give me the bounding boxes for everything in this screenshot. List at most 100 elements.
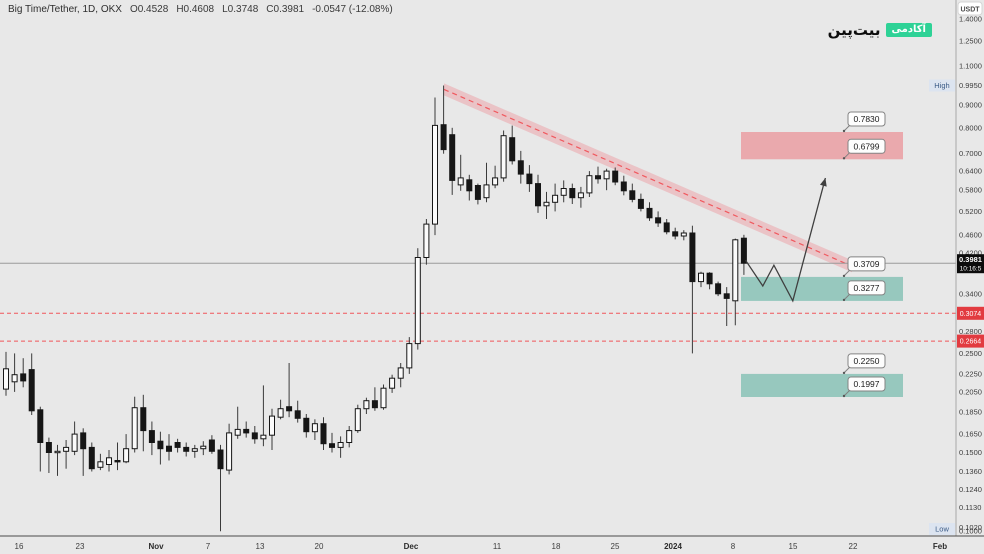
price-tick-label: 0.8000 (959, 123, 982, 132)
candle-body-down (217, 449, 224, 470)
currency-label: USDT (960, 7, 980, 14)
candle-body-up (577, 192, 584, 199)
price-tick-label: 1.1000 (959, 62, 982, 71)
price-tick-label: 0.7000 (959, 149, 982, 158)
current-price-badge-text: 0.3981 (959, 255, 982, 264)
candle-body-up (269, 415, 275, 436)
candle-body-up (337, 442, 344, 448)
candle-body-down (294, 410, 301, 419)
candle-body-up (234, 428, 241, 436)
candle-body-down (166, 445, 172, 452)
price-callout-box[interactable] (847, 353, 886, 369)
candle-body-up (380, 387, 387, 409)
candle-body-down (715, 283, 722, 295)
time-tick-label: 15 (789, 542, 798, 551)
time-tick-label: 8 (731, 542, 736, 551)
candle-body-down (88, 446, 95, 470)
candle-body-up (311, 423, 318, 433)
price-callout-box[interactable] (847, 256, 886, 272)
price-callouts: 0.7830 0.6799 0.3709 0.3277 0.2250 0.1997 (842, 111, 886, 398)
candle-body-down (526, 173, 533, 185)
time-axis[interactable]: 16 23 Nov 7 13 20 Dec 11 18 25 2024 8 15 22 Feb (15, 542, 948, 551)
candle-body-down (629, 190, 636, 200)
candle-body-up (603, 170, 610, 180)
symbol-title[interactable]: Big Time/Tether, 1D, OKX (8, 4, 122, 15)
price-tick-label: 0.5200 (959, 207, 982, 216)
candle-body-up (543, 201, 550, 207)
callout-anchor-dot (842, 371, 846, 375)
time-tick-label: 2024 (664, 542, 682, 551)
current-price-badge (957, 254, 984, 274)
change-value: -0.0547 (-12.08%) (312, 4, 393, 15)
ohlc-low-value: L0.3748 (222, 4, 259, 15)
brand-watermark: بیت‌پین آکادمی (828, 21, 932, 39)
candle-body-up (414, 257, 421, 345)
candle-body-down (440, 124, 447, 151)
candle-body-up (363, 400, 370, 410)
price-callout-box[interactable] (847, 376, 886, 392)
time-tick-label: Feb (933, 542, 947, 551)
callout-anchor-dot (842, 157, 846, 160)
candle-body-down (114, 460, 121, 463)
trendline-dashed[interactable] (443, 88, 853, 267)
candle-body-down (286, 406, 293, 412)
candle-body-up (552, 194, 559, 203)
candle-body-down (535, 183, 541, 207)
candle-body-up (3, 368, 9, 390)
candle-body-down (208, 439, 215, 452)
price-tick-label: 0.9950 (959, 81, 982, 90)
candle-body-down (251, 432, 258, 440)
price-tick-label: 0.2500 (959, 349, 982, 358)
price-tick-label: 0.1130 (959, 503, 981, 512)
candle-body-down (80, 432, 87, 450)
candle-body-down (174, 442, 181, 448)
candle-body-up (457, 177, 464, 186)
candle-body-down (20, 373, 27, 382)
candle-body-up (63, 446, 70, 452)
symbol-header: Big Time/Tether, 1D, OKX O0.4528 H0.4608… (8, 4, 393, 15)
low-badge (929, 523, 955, 535)
price-callout-text: 0.2250 (854, 356, 880, 366)
candle-body-down (320, 423, 327, 445)
candle-body-up (586, 175, 593, 194)
price-tick-label: 0.2250 (959, 369, 982, 378)
candle-body-up (54, 450, 61, 454)
candle-body-down (449, 134, 456, 181)
callout-anchor-dot (842, 274, 846, 278)
price-tick-label: 0.1020 (959, 523, 982, 532)
price-callout-text: 0.3709 (854, 259, 880, 269)
candle-body-down (595, 175, 601, 180)
candle-body-up (123, 448, 130, 463)
candle-body-down (329, 443, 335, 448)
price-callout-box[interactable] (847, 138, 886, 154)
price-callout-box[interactable] (847, 280, 886, 296)
candle-body-up (560, 188, 567, 196)
low-badge-label: Low (935, 525, 949, 534)
candle-body-down (140, 407, 147, 432)
candle-body-up (432, 124, 438, 225)
candle-body-down (466, 179, 473, 192)
trend-channel-band[interactable] (444, 83, 852, 273)
price-axis[interactable]: 1.4000 1.2500 1.1000 0.9950 0.9000 0.8000 0.70… (929, 1, 984, 536)
price-callout-box[interactable] (847, 111, 886, 127)
price-callout-text: 0.3277 (854, 283, 880, 293)
candle-body-down (637, 198, 644, 209)
candle-body-down (474, 185, 481, 200)
callout-anchor-dot (842, 129, 846, 133)
projection-zigzag[interactable] (745, 177, 827, 303)
price-tick-label: 0.1500 (959, 448, 982, 457)
currency-chip[interactable] (957, 1, 983, 16)
price-callout-text: 0.7830 (854, 114, 880, 124)
candle-body-up (354, 408, 361, 432)
candle-body-down (740, 237, 747, 264)
candle-body-down (689, 232, 696, 283)
level-price-badge (957, 334, 984, 348)
candle-body-up (492, 177, 499, 186)
time-tick-label: Dec (404, 542, 419, 551)
candle-body-down (509, 137, 516, 162)
brand-badge: آکادمی (885, 23, 932, 37)
price-tick-label: 0.1000 (959, 527, 982, 536)
time-tick-label: 18 (552, 542, 561, 551)
